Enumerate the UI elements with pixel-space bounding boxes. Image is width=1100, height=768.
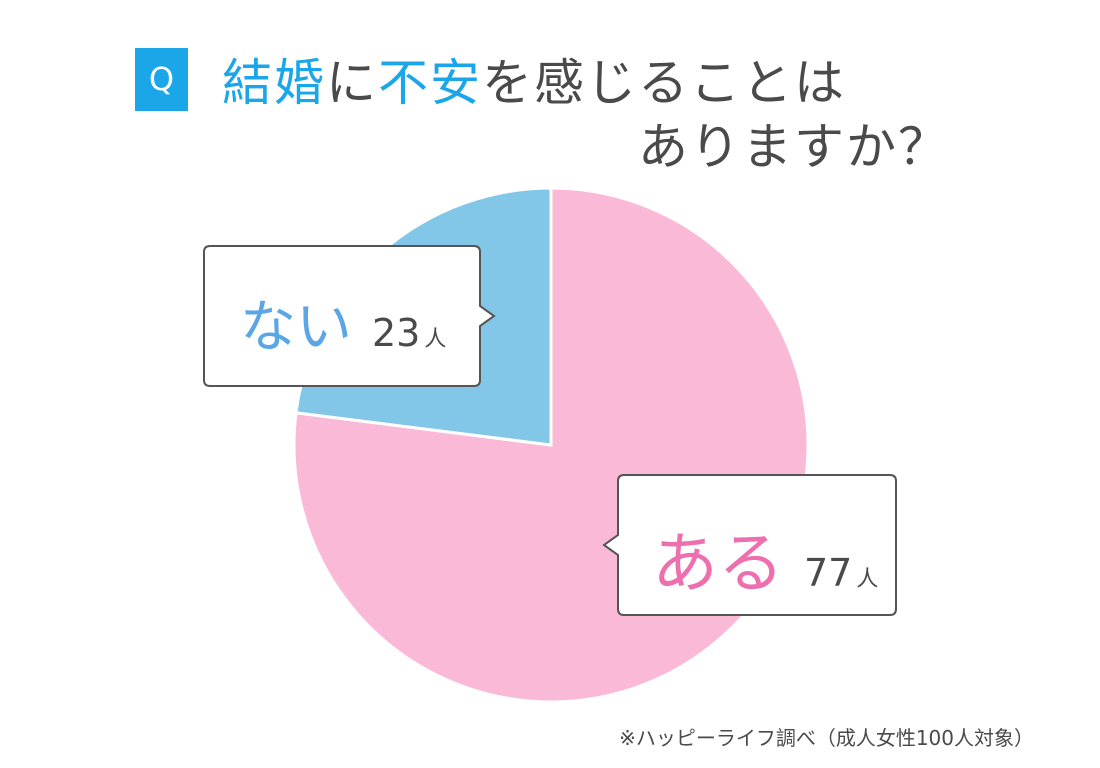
- question-title-line2: ありますか？: [638, 118, 950, 176]
- callout-no-unit: 人: [424, 327, 447, 352]
- callout-no-label: ない: [240, 295, 352, 360]
- title-particle: に: [326, 54, 378, 112]
- callout-yes-count: 77: [804, 551, 853, 595]
- source-note: ※ハッピーライフ調べ（成人女性100人対象）: [619, 726, 1034, 750]
- title-keyword-anxiety: 不安: [378, 54, 482, 112]
- title-rest: を感じることは: [482, 54, 846, 112]
- question-badge: Q: [135, 48, 188, 111]
- callout-yes-unit: 人: [856, 567, 879, 592]
- callout-yes: ある 77 人: [652, 510, 878, 606]
- callout-no-box: [203, 245, 496, 387]
- callout-no-count: 23: [372, 311, 421, 355]
- callout-yes-label: ある: [652, 525, 784, 602]
- title-keyword-marriage: 結婚: [222, 54, 326, 112]
- question-title: 結婚に不安を感じることは: [222, 52, 846, 114]
- callout-no: ない 23 人: [240, 282, 446, 363]
- callout-yes-box: [602, 474, 897, 616]
